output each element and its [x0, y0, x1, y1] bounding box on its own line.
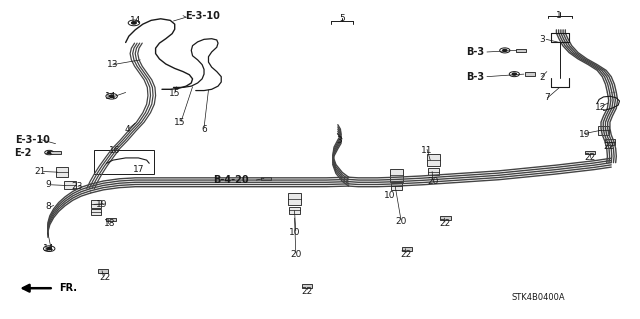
Text: 19: 19	[579, 130, 590, 139]
Text: 6: 6	[201, 125, 207, 134]
Text: 15: 15	[169, 89, 180, 98]
Text: 5: 5	[339, 14, 345, 23]
Text: 18: 18	[104, 219, 115, 228]
Text: B-3: B-3	[467, 72, 484, 82]
Text: 12: 12	[595, 103, 606, 112]
Bar	[65, 181, 76, 189]
Text: 22: 22	[301, 287, 313, 296]
Bar	[289, 207, 300, 214]
Circle shape	[132, 22, 136, 24]
Bar	[91, 200, 100, 208]
Text: E-3-10: E-3-10	[15, 135, 51, 145]
Text: 4: 4	[125, 125, 131, 134]
Text: B-3: B-3	[467, 47, 484, 57]
Text: 14: 14	[106, 92, 116, 101]
Bar	[401, 247, 412, 250]
Text: 22: 22	[99, 273, 110, 282]
Bar	[56, 167, 68, 177]
Text: 21: 21	[34, 167, 45, 176]
Circle shape	[503, 49, 507, 51]
Bar	[94, 150, 154, 174]
Bar	[585, 151, 595, 154]
Text: 22: 22	[439, 219, 451, 228]
Text: 22: 22	[584, 153, 596, 162]
Bar	[91, 209, 100, 215]
Text: 19: 19	[96, 200, 108, 209]
Circle shape	[512, 73, 516, 75]
Text: E-2: E-2	[15, 148, 32, 158]
Text: 9: 9	[45, 180, 51, 189]
Circle shape	[109, 95, 114, 97]
Bar	[390, 169, 403, 182]
Bar	[605, 139, 615, 145]
Bar	[99, 269, 108, 273]
Circle shape	[47, 152, 51, 153]
Text: 20: 20	[290, 250, 301, 259]
Bar	[288, 193, 301, 205]
Text: E-3-10: E-3-10	[185, 11, 220, 21]
Text: FR.: FR.	[59, 283, 77, 293]
Text: 15: 15	[174, 118, 186, 127]
Bar	[260, 177, 271, 180]
Text: 14: 14	[129, 16, 141, 25]
Text: 10: 10	[385, 191, 396, 200]
Bar	[106, 218, 116, 221]
Bar	[427, 154, 440, 167]
Text: 3: 3	[336, 136, 342, 145]
Bar	[428, 168, 439, 175]
Text: 13: 13	[107, 60, 118, 69]
Text: 22: 22	[603, 142, 614, 151]
Text: 16: 16	[109, 146, 120, 155]
Text: 17: 17	[132, 165, 144, 174]
Circle shape	[47, 248, 51, 250]
Bar	[516, 48, 527, 52]
Bar	[391, 183, 402, 190]
Text: STK4B0400A: STK4B0400A	[511, 293, 564, 301]
Text: 10: 10	[289, 228, 300, 237]
Text: 14: 14	[43, 244, 54, 253]
Bar	[598, 126, 609, 135]
Text: 3: 3	[539, 35, 545, 44]
Bar	[51, 151, 61, 154]
Text: 23: 23	[71, 182, 83, 191]
Text: 11: 11	[421, 145, 433, 154]
Text: B-4-20: B-4-20	[213, 175, 248, 185]
Bar	[525, 72, 536, 76]
Text: 20: 20	[427, 177, 438, 186]
Text: 7: 7	[545, 93, 550, 102]
Bar	[302, 284, 312, 288]
Text: 22: 22	[401, 250, 412, 259]
Text: 1: 1	[556, 11, 562, 20]
Text: 20: 20	[396, 217, 406, 226]
Text: 8: 8	[45, 203, 51, 211]
Bar	[440, 216, 451, 220]
Text: 2: 2	[539, 73, 545, 82]
